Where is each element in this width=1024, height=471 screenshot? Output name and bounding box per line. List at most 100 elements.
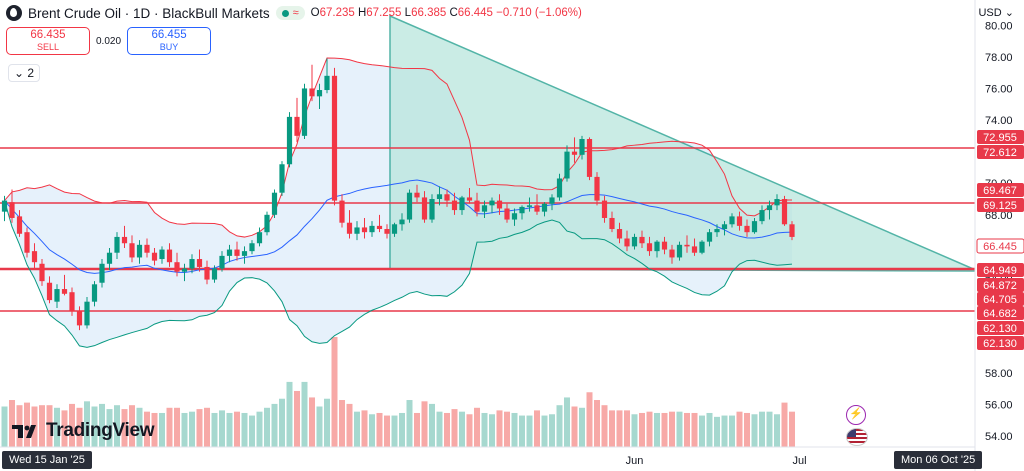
- price-badge: 64.872: [977, 278, 1024, 292]
- volume-bar: [669, 411, 675, 447]
- volume-bar: [339, 400, 345, 447]
- candle-body: [549, 197, 555, 204]
- candle-body: [654, 241, 660, 252]
- candle: [106, 247, 113, 271]
- lightning-icon[interactable]: ⚡: [846, 405, 866, 425]
- volume-bar: [76, 407, 83, 447]
- volume-bar: [571, 406, 578, 447]
- candle-body: [676, 244, 683, 258]
- volume-bar: [309, 397, 315, 447]
- volume-bar: [354, 411, 360, 447]
- price-badge: 64.949: [977, 263, 1024, 277]
- volume-bar: [444, 412, 450, 447]
- volume-bar: [579, 407, 585, 447]
- volume-bar: [384, 415, 390, 447]
- candle-body: [264, 214, 270, 233]
- volume-bar: [624, 410, 630, 447]
- wave-icon: ≈: [292, 7, 299, 19]
- candle: [729, 213, 735, 228]
- price-badge: 72.612: [977, 145, 1024, 159]
- price-badge-text: 62.130: [983, 323, 1017, 335]
- volume-bar: [264, 407, 270, 447]
- candle: [301, 83, 308, 139]
- open-label: O: [310, 7, 320, 19]
- market-status-pill[interactable]: ≈: [275, 6, 305, 20]
- candle-body: [376, 225, 383, 230]
- candle-body: [204, 266, 210, 280]
- volume-bar: [219, 410, 225, 447]
- candle-body: [556, 178, 563, 198]
- candle: [61, 274, 68, 296]
- candle: [624, 230, 630, 252]
- candle-body: [661, 241, 668, 250]
- price-badge-bg: [977, 198, 1024, 212]
- volume-bar: [211, 412, 218, 447]
- price-badge-text: 64.872: [983, 280, 1017, 292]
- candle: [676, 241, 683, 261]
- live-dot-icon: [281, 9, 289, 17]
- candle: [121, 225, 128, 248]
- volume-bar: [249, 415, 255, 447]
- price-badge-text: 72.955: [983, 132, 1017, 144]
- candle: [519, 205, 525, 220]
- indicators-count: 2: [27, 66, 35, 80]
- volume-bar: [144, 411, 150, 447]
- volume-bar: [316, 406, 323, 447]
- candle-body: [174, 262, 180, 272]
- chevron-down-icon: ⌄: [1004, 7, 1014, 19]
- volume-bar: [759, 411, 765, 447]
- candle: [646, 236, 653, 256]
- candle: [541, 202, 548, 217]
- candle: [99, 259, 105, 288]
- candle: [294, 97, 300, 143]
- volume-bar: [234, 411, 240, 447]
- candle-body: [331, 75, 338, 201]
- price-badge-text: 64.682: [983, 308, 1017, 320]
- candle-body: [9, 202, 15, 218]
- candle: [489, 197, 495, 214]
- volume-bar: [324, 398, 330, 447]
- candle: [436, 186, 443, 206]
- trade-panel: 66.435 SELL 0.020 66.455 BUY: [6, 27, 212, 55]
- price-badge-bg: [977, 292, 1024, 306]
- candle-body: [429, 199, 435, 220]
- candle: [226, 244, 233, 263]
- candle-body: [721, 224, 728, 230]
- candle-body: [444, 194, 450, 201]
- indicators-toggle[interactable]: ⌄ 2: [8, 64, 41, 82]
- x-tick-label: Jun: [626, 455, 644, 467]
- candle-body: [571, 151, 578, 155]
- candle: [346, 210, 353, 239]
- candle-body: [474, 200, 480, 212]
- candle: [736, 211, 743, 231]
- candle-body: [564, 151, 570, 179]
- candle-body: [324, 75, 330, 91]
- candle: [174, 252, 180, 277]
- candle-body: [271, 192, 278, 215]
- us-flag-icon[interactable]: [846, 428, 868, 446]
- currency-label: USD: [978, 7, 1002, 19]
- candle-body: [436, 194, 443, 200]
- y-tick-label: 74.00: [985, 115, 1013, 127]
- volume-bar: [69, 403, 75, 447]
- currency-selector[interactable]: USD ⌄: [978, 6, 1014, 19]
- volume-bar: [436, 411, 443, 447]
- price-badge: 62.130: [977, 321, 1024, 335]
- candle: [151, 247, 158, 266]
- sell-button[interactable]: 66.435 SELL: [6, 27, 90, 55]
- candle-body: [339, 200, 345, 223]
- candle: [781, 195, 788, 226]
- y-tick-label: 58.00: [985, 368, 1013, 380]
- volume-bar: [774, 414, 780, 447]
- tradingview-logo[interactable]: TradingView: [12, 420, 155, 442]
- volume-bar: [1, 406, 8, 447]
- symbol-title[interactable]: Brent Crude Oil · 1D · BlackBull Markets: [28, 5, 270, 21]
- buy-button[interactable]: 66.455 BUY: [127, 27, 212, 55]
- candle-body: [1, 200, 8, 212]
- candle: [399, 213, 405, 231]
- candle: [129, 235, 135, 263]
- candle-body: [301, 88, 308, 136]
- candle: [556, 173, 563, 201]
- price-badge-bg: [977, 306, 1024, 320]
